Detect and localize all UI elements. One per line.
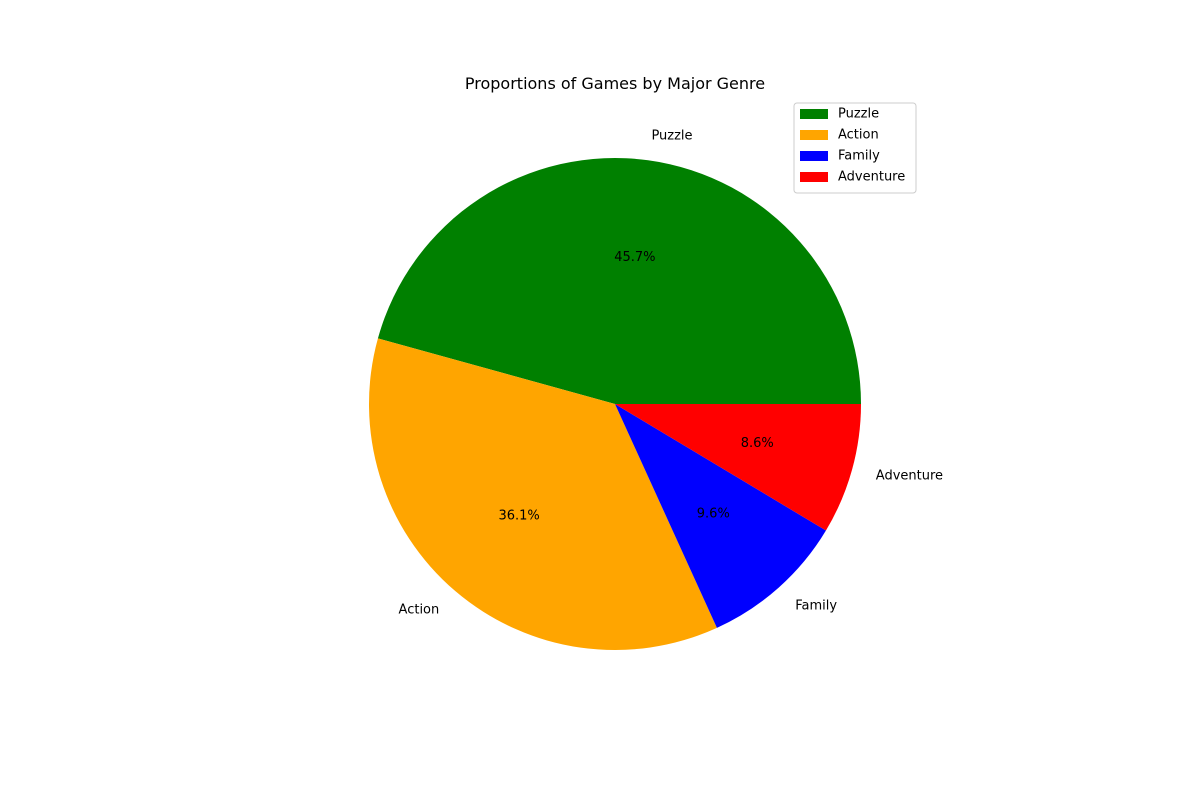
- slice-puzzle: [377, 158, 861, 404]
- percent-label-action: 36.1%: [498, 509, 539, 524]
- slice-family: [615, 404, 826, 628]
- percent-labels: 45.7% 36.1% 9.6% 8.6%: [498, 250, 773, 523]
- slice-action: [369, 338, 717, 650]
- legend-label-action: Action: [838, 128, 879, 143]
- slice-label-puzzle: Puzzle: [651, 128, 692, 143]
- percent-label-family: 9.6%: [697, 507, 730, 522]
- legend-swatch-family: [800, 151, 828, 161]
- percent-label-adventure: 8.6%: [741, 436, 774, 451]
- legend-swatch-puzzle: [800, 109, 828, 119]
- slice-label-family: Family: [795, 598, 837, 613]
- legend-frame: [793, 102, 917, 194]
- percent-label-puzzle: 45.7%: [614, 250, 655, 265]
- legend-swatch-action: [800, 130, 828, 140]
- legend-label-puzzle: Puzzle: [838, 107, 879, 122]
- legend-swatch-adventure: [800, 172, 828, 182]
- slice-labels: Puzzle Action Family Adventure: [399, 128, 943, 617]
- legend: Puzzle Action Family Adventure: [793, 102, 917, 194]
- slice-label-action: Action: [399, 602, 440, 617]
- slice-adventure: [615, 404, 861, 531]
- chart-title: Proportions of Games by Major Genre: [465, 74, 765, 93]
- slice-label-adventure: Adventure: [876, 469, 943, 484]
- legend-label-adventure: Adventure: [838, 170, 905, 185]
- legend-label-family: Family: [838, 149, 880, 164]
- pie-slices: [369, 158, 861, 650]
